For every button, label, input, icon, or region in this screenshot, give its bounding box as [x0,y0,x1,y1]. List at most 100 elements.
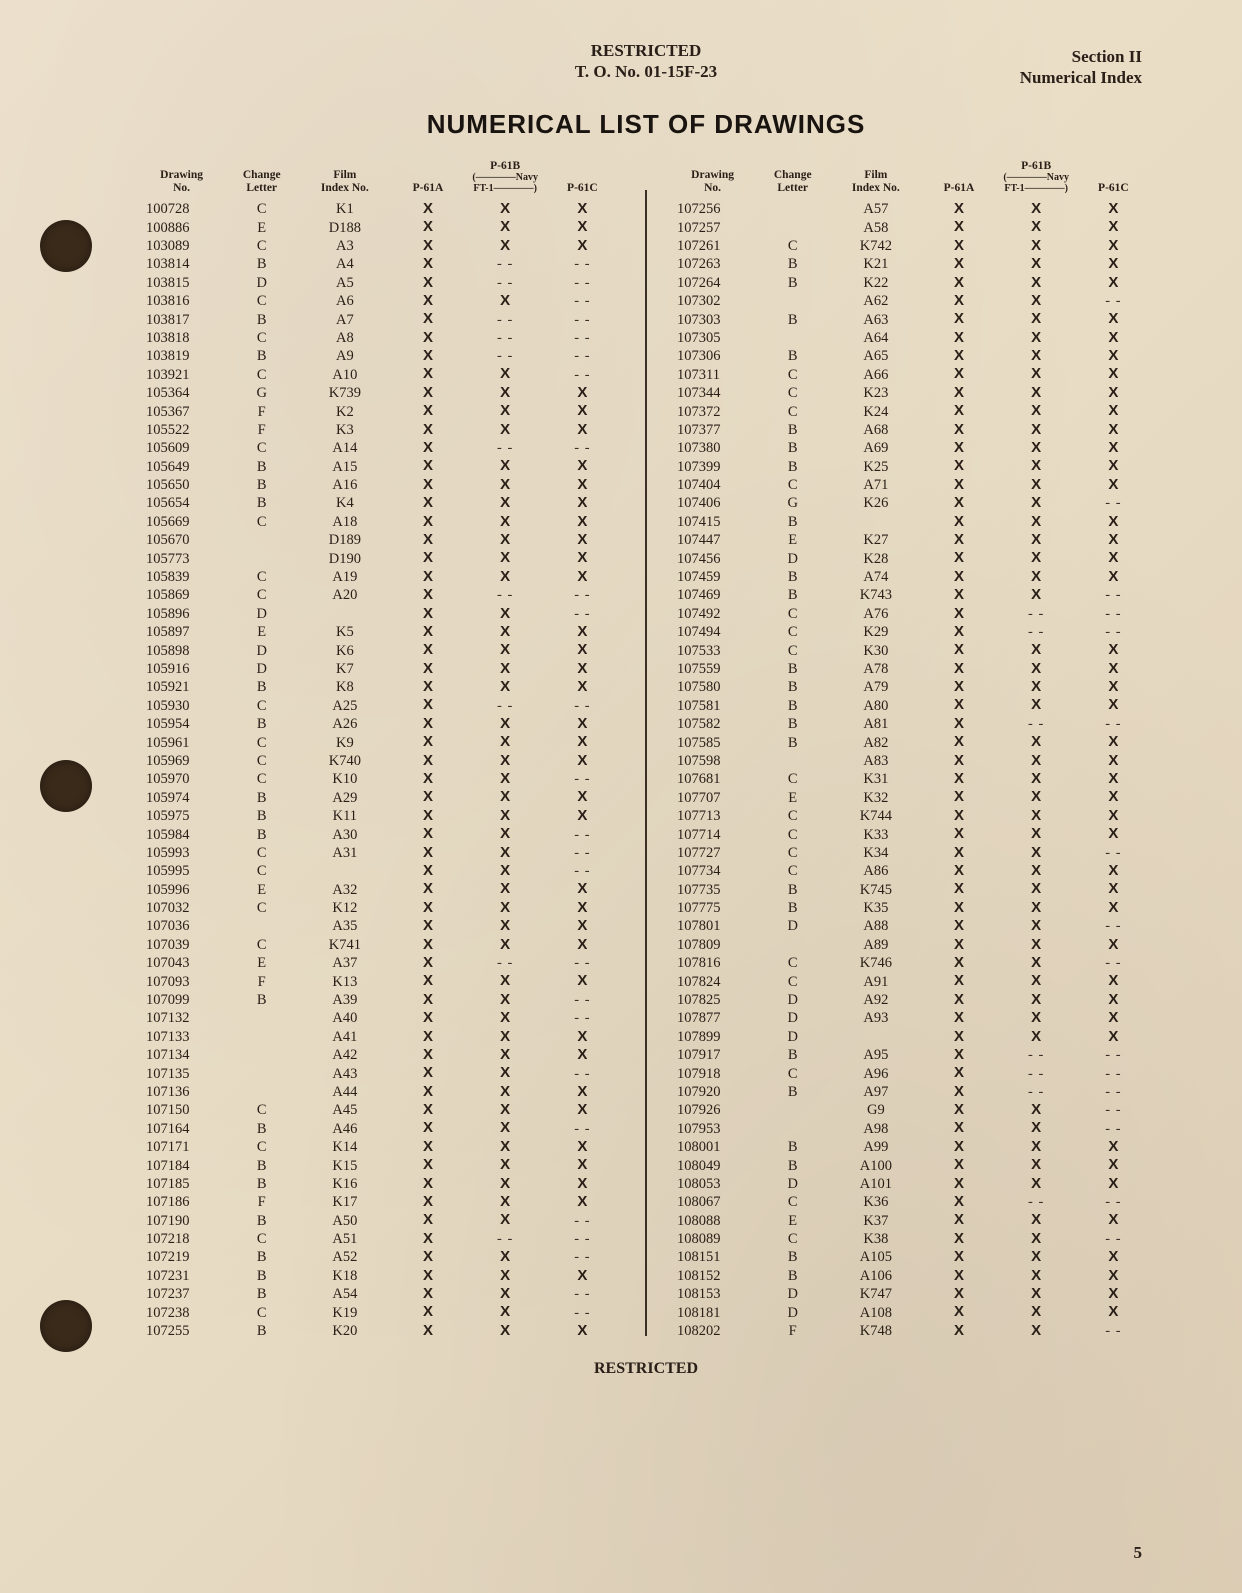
cell-p61a: X [389,789,466,807]
cell-film-index: A105 [831,1248,920,1266]
cell-p61c: X [1075,255,1152,273]
cell-p61a: X [920,1230,997,1248]
cell-change-letter: B [223,255,300,273]
table-row: 107459BA74XXX [671,568,1152,586]
cell-p61b: X [467,825,544,843]
cell-p61c: X [544,1028,621,1046]
table-row: 103921CA10XX- - [140,366,621,384]
cell-film-index: A89 [831,936,920,954]
cell-change-letter: C [754,642,831,660]
cell-p61b: - - [467,274,544,292]
table-row: 108089CK38XX- - [671,1230,1152,1248]
cell-p61b: X [998,1285,1075,1303]
cell-p61b: X [998,274,1075,292]
cell-change-letter: E [223,881,300,899]
cell-p61a: X [920,770,997,788]
table-row: 108049BA100XXX [671,1156,1152,1174]
cell-change-letter: C [223,237,300,255]
cell-p61a: X [920,421,997,439]
cell-change-letter: C [223,899,300,917]
drawings-table-left: DrawingNo. ChangeLetter FilmIndex No. P-… [140,158,621,1341]
cell-drawing-no: 107456 [671,550,754,568]
cell-change-letter: B [754,733,831,751]
cell-p61c: X [1075,237,1152,255]
cell-change-letter: D [223,605,300,623]
cell-p61c: - - [1075,1193,1152,1211]
cell-film-index: A81 [831,715,920,733]
cell-p61b: - - [467,329,544,347]
table-row: 107735BK745XXX [671,881,1152,899]
cell-drawing-no: 105995 [140,862,223,880]
cell-film-index: A26 [300,715,389,733]
col-change-letter: ChangeLetter [223,158,300,201]
cell-film-index: A51 [300,1230,389,1248]
cell-p61c: - - [1075,494,1152,512]
cell-p61a: X [920,1248,997,1266]
cell-p61a: X [920,715,997,733]
col-film-index: FilmIndex No. [300,158,389,201]
cell-change-letter: D [223,274,300,292]
cell-p61c: - - [544,825,621,843]
cell-film-index: A86 [831,862,920,880]
cell-film-index: K9 [300,733,389,751]
cell-film-index: A97 [831,1083,920,1101]
cell-drawing-no: 105654 [140,494,223,512]
cell-film-index: A66 [831,366,920,384]
cell-p61a: X [389,237,466,255]
cell-p61c: X [544,678,621,696]
cell-change-letter: B [223,789,300,807]
cell-change-letter: B [754,660,831,678]
col-drawing-no: DrawingNo. [671,158,754,201]
cell-film-index: K37 [831,1212,920,1230]
cell-drawing-no: 107171 [140,1138,223,1156]
cell-p61c: - - [544,1248,621,1266]
cell-drawing-no: 103817 [140,310,223,328]
cell-change-letter [754,200,831,218]
cell-p61c: X [544,568,621,586]
cell-film-index: A95 [831,1046,920,1064]
table-row: 105954BA26XXX [140,715,621,733]
cell-p61c: X [1075,310,1152,328]
cell-change-letter: B [754,1156,831,1174]
cell-film-index: A30 [300,825,389,843]
cell-p61c: X [544,421,621,439]
cell-film-index: A64 [831,329,920,347]
cell-p61a: X [389,954,466,972]
table-row: 107494CK29X- -- - [671,623,1152,641]
cell-drawing-no: 107582 [671,715,754,733]
table-row: 107186FK17XXX [140,1193,621,1211]
cell-p61c: - - [544,770,621,788]
cell-p61a: X [389,219,466,237]
cell-p61c: X [544,715,621,733]
cell-p61b: X [998,770,1075,788]
cell-p61c: X [544,458,621,476]
cell-change-letter: B [754,255,831,273]
cell-change-letter: C [754,770,831,788]
cell-change-letter: C [754,384,831,402]
cell-p61b: X [467,494,544,512]
cell-drawing-no: 105839 [140,568,223,586]
cell-drawing-no: 107093 [140,973,223,991]
table-row: 103089CA3XXX [140,237,621,255]
cell-p61b: X [467,1267,544,1285]
cell-drawing-no: 105649 [140,458,223,476]
cell-p61c: - - [544,274,621,292]
page-number: 5 [1134,1543,1143,1563]
cell-change-letter: C [754,825,831,843]
cell-drawing-no: 107305 [671,329,754,347]
cell-p61b: - - [467,586,544,604]
table-row: 105916DK7XXX [140,660,621,678]
cell-p61b: X [998,329,1075,347]
cell-change-letter: B [223,1322,300,1340]
col-drawing-no: DrawingNo. [140,158,223,201]
cell-drawing-no: 107920 [671,1083,754,1101]
table-row: 107447EK27XXX [671,531,1152,549]
index-label: Numerical Index [1020,67,1142,88]
cell-change-letter: C [223,1101,300,1119]
cell-film-index: A20 [300,586,389,604]
table-row: 105649BA15XXX [140,458,621,476]
col-p61a: P-61A [920,158,997,201]
cell-p61b: X [998,439,1075,457]
cell-p61b: X [998,531,1075,549]
table-row: 107707EK32XXX [671,789,1152,807]
